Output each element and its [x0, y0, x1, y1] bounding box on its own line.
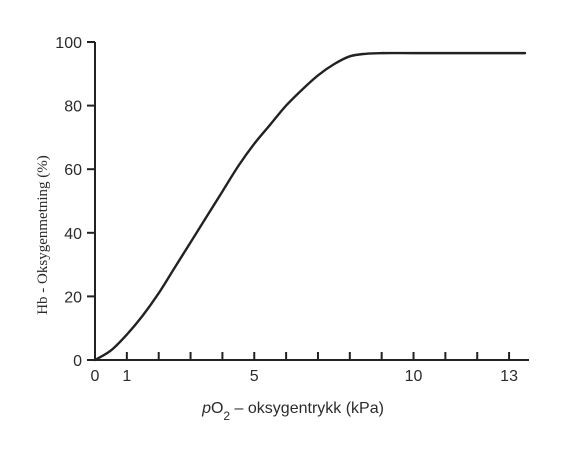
- series-group: [93, 51, 527, 362]
- x-axis-title-prefix: p: [201, 400, 211, 417]
- x-axis: 0 1 5 10 13: [91, 352, 529, 385]
- y-tick-label: 20: [64, 289, 82, 306]
- x-tick-label: 13: [500, 368, 518, 385]
- x-tick-label: 5: [250, 368, 259, 385]
- y-axis-title: Hb - Oksygenmetning (%): [35, 155, 51, 315]
- y-tick-label: 80: [64, 99, 82, 116]
- y-tick-label: 60: [64, 162, 82, 179]
- y-axis: 0 20 40 60 80 100: [55, 35, 96, 370]
- x-axis-title-suffix: – oksygentrykk (kPa): [230, 400, 384, 417]
- y-tick-label: 40: [64, 226, 82, 243]
- y-tick-label: 100: [55, 35, 82, 52]
- x-axis-title: pO2 – oksygentrykk (kPa): [201, 400, 384, 423]
- x-tick-label: 10: [405, 368, 423, 385]
- x-axis-title-main: O: [211, 400, 223, 417]
- y-tick-label: 0: [73, 353, 82, 370]
- series-line: [93, 51, 527, 362]
- x-tick-label: 1: [122, 368, 131, 385]
- x-axis-title-subscript: 2: [223, 409, 230, 423]
- x-tick-label: 0: [91, 368, 100, 385]
